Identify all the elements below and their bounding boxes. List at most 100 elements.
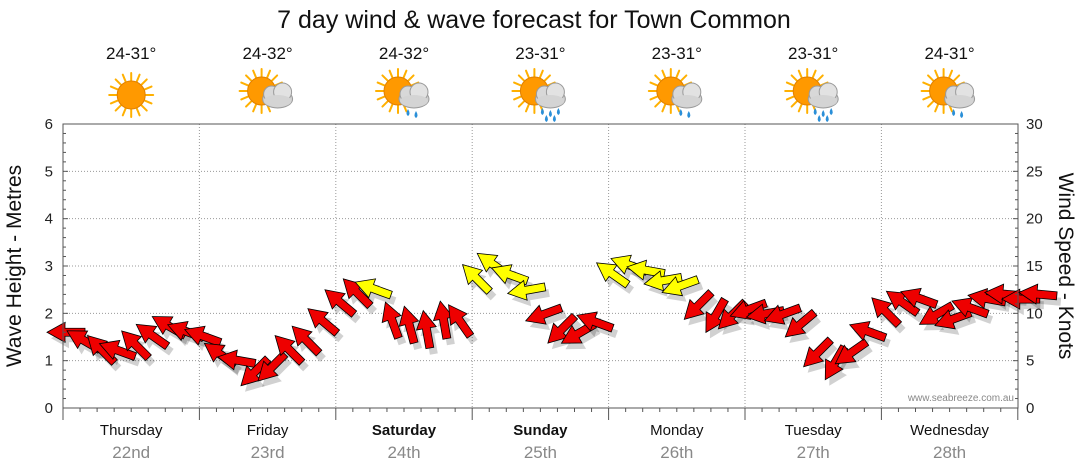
day-name: Wednesday bbox=[910, 422, 989, 439]
sun-ray bbox=[675, 69, 681, 80]
sun-ray bbox=[240, 95, 250, 101]
wind-arrow bbox=[381, 301, 403, 340]
sun-ray bbox=[790, 99, 799, 108]
sun-ray bbox=[811, 69, 817, 80]
temp-range: 24-32° bbox=[242, 44, 292, 63]
wind-arrow bbox=[1000, 288, 1041, 310]
wind-arrow bbox=[274, 335, 306, 366]
sun-ray bbox=[376, 81, 387, 87]
sun-ray bbox=[135, 106, 141, 117]
cloud-base bbox=[672, 95, 701, 107]
wind-arrow bbox=[967, 287, 1007, 310]
right-tick-label: 15 bbox=[1026, 258, 1043, 275]
wind-arrow bbox=[307, 308, 341, 337]
wind-arrow bbox=[183, 325, 223, 347]
left-tick-label: 3 bbox=[45, 258, 53, 275]
day-name: Sunday bbox=[513, 422, 568, 439]
cloud-base bbox=[809, 95, 838, 107]
wind-arrow bbox=[121, 330, 152, 362]
right-tick-label: 0 bbox=[1026, 400, 1034, 417]
wind-arrow bbox=[291, 325, 323, 357]
sun-ray bbox=[406, 74, 415, 83]
wind-arrow bbox=[576, 311, 615, 333]
sun-ray bbox=[654, 74, 662, 83]
sun-ray bbox=[797, 102, 803, 113]
sun-ray bbox=[381, 99, 390, 108]
wind-arrow-shadow bbox=[529, 310, 567, 331]
wind-arrow-shadow bbox=[688, 295, 718, 326]
day-name: Saturday bbox=[372, 422, 437, 439]
rain-drop bbox=[552, 115, 556, 122]
shower-icon bbox=[920, 68, 976, 118]
left-tick-label: 0 bbox=[45, 400, 53, 417]
wind-arrow-shadow bbox=[789, 315, 821, 343]
wind-arrow-shadow bbox=[262, 357, 292, 387]
day-date: 22nd bbox=[112, 443, 150, 462]
temp-range: 24-31° bbox=[924, 44, 974, 63]
sun-ray bbox=[785, 95, 796, 101]
sun-ray bbox=[513, 81, 523, 87]
sun-ray bbox=[922, 81, 932, 87]
sun-ray bbox=[402, 69, 408, 80]
wind-arrow-shadow bbox=[768, 310, 806, 331]
rain-drop bbox=[952, 109, 956, 116]
day-date: 28th bbox=[933, 443, 966, 462]
wind-arrow-shadow bbox=[807, 343, 838, 373]
rain-drop bbox=[406, 109, 410, 116]
rain-drop bbox=[679, 109, 683, 116]
temp-range: 24-32° bbox=[379, 44, 429, 63]
wind-arrow-shadow bbox=[938, 314, 977, 335]
temp-range: 23-31° bbox=[515, 44, 565, 63]
sun-ray bbox=[947, 69, 954, 80]
temp-range: 23-31° bbox=[652, 44, 702, 63]
rain-icon bbox=[784, 68, 839, 122]
rain-drop bbox=[821, 110, 825, 117]
rain-drop bbox=[548, 110, 552, 117]
wind-arrow bbox=[834, 338, 870, 365]
wind-arrow bbox=[257, 350, 289, 382]
sun-ray bbox=[245, 74, 253, 83]
wind-arrow bbox=[135, 323, 171, 351]
cloud-base bbox=[263, 95, 292, 107]
sun-ray bbox=[543, 74, 551, 83]
temp-range: 24-31° bbox=[106, 44, 156, 63]
day-name: Tuesday bbox=[785, 422, 842, 439]
rain-drop bbox=[817, 115, 821, 122]
day-date: 25th bbox=[524, 443, 557, 462]
right-tick-label: 25 bbox=[1026, 163, 1043, 180]
sun-ray bbox=[797, 69, 803, 80]
wind-arrow bbox=[848, 320, 888, 343]
rain-icon bbox=[511, 68, 566, 122]
sun-ray bbox=[114, 78, 123, 87]
arrow-shadows bbox=[51, 259, 1062, 392]
wind-arrow bbox=[86, 335, 118, 366]
left-tick-label: 2 bbox=[45, 305, 53, 322]
rain-drop bbox=[687, 111, 691, 118]
sun-ray bbox=[143, 85, 153, 91]
wind-arrow bbox=[900, 287, 939, 309]
sun-ray bbox=[785, 81, 796, 87]
sun-ray bbox=[143, 99, 153, 105]
wind-arrow bbox=[1018, 283, 1058, 305]
sun-ray bbox=[388, 102, 394, 113]
sun-ray bbox=[922, 95, 932, 101]
rain-drop bbox=[829, 108, 833, 115]
wind-arrow bbox=[871, 297, 903, 329]
sun-ray bbox=[517, 74, 526, 83]
wind-arrow bbox=[490, 264, 530, 286]
rain-drop bbox=[960, 111, 964, 118]
sun-ray bbox=[388, 69, 394, 80]
sun-disc bbox=[116, 80, 146, 110]
weather-icons: 24-31° 24-32° 24-32° 23-31° 23-31° 23-31° 24-3… bbox=[106, 44, 976, 122]
cloud-base bbox=[945, 95, 974, 107]
arrow-marks bbox=[46, 252, 1058, 387]
sun-ray bbox=[538, 69, 544, 80]
wind-arrow bbox=[462, 264, 493, 295]
sun-ray bbox=[649, 81, 659, 87]
sun-ray bbox=[114, 103, 123, 112]
y-axis-label-left: Wave Height - Metres bbox=[3, 165, 26, 367]
sun-ray bbox=[654, 99, 662, 108]
chart-title: 7 day wind & wave forecast for Town Comm… bbox=[277, 6, 791, 34]
sun-ray bbox=[121, 73, 127, 84]
right-tick-label: 10 bbox=[1026, 305, 1043, 322]
